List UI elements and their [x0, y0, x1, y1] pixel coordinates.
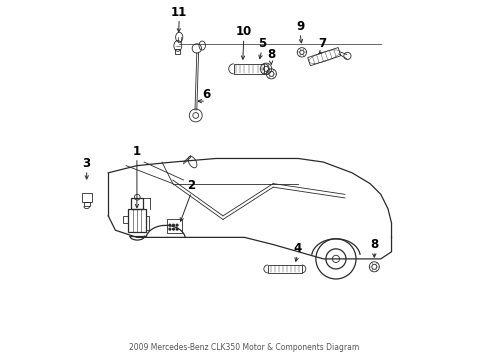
- Circle shape: [172, 228, 174, 230]
- Text: 7: 7: [318, 37, 326, 50]
- Text: 9: 9: [295, 20, 304, 33]
- Bar: [131, 198, 143, 209]
- Text: 2009 Mercedes-Benz CLK350 Motor & Components Diagram: 2009 Mercedes-Benz CLK350 Motor & Compon…: [129, 343, 359, 352]
- Text: 2: 2: [187, 179, 195, 192]
- Bar: [175, 49, 180, 54]
- Bar: [128, 209, 146, 232]
- Text: 5: 5: [257, 37, 265, 50]
- Text: 3: 3: [82, 157, 91, 170]
- Circle shape: [169, 224, 170, 226]
- Circle shape: [172, 224, 174, 226]
- Text: 6: 6: [202, 88, 210, 101]
- Text: 10: 10: [235, 25, 251, 39]
- Text: 4: 4: [293, 242, 301, 255]
- Bar: [267, 265, 301, 273]
- Circle shape: [169, 228, 170, 230]
- Text: 1: 1: [133, 145, 141, 158]
- Circle shape: [176, 224, 178, 226]
- Bar: [81, 193, 92, 202]
- Circle shape: [176, 228, 178, 230]
- Text: 11: 11: [171, 6, 187, 19]
- Text: 8: 8: [266, 48, 275, 61]
- Text: 8: 8: [369, 238, 378, 251]
- Bar: [83, 202, 89, 206]
- Bar: [146, 216, 149, 230]
- Bar: [122, 216, 128, 223]
- Bar: [233, 64, 264, 74]
